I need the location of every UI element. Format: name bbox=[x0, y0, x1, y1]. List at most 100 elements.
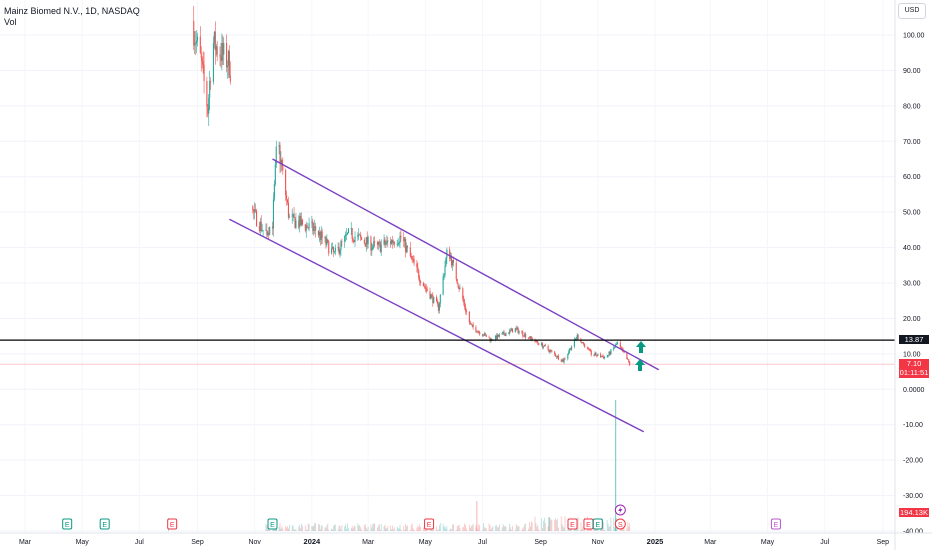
candle-body bbox=[481, 334, 484, 336]
candle-body bbox=[345, 234, 347, 236]
volume-bar bbox=[328, 529, 330, 531]
candle-body bbox=[531, 338, 533, 341]
candle-body bbox=[326, 239, 328, 245]
channel-lower-line[interactable] bbox=[229, 218, 645, 433]
candle-body bbox=[534, 340, 536, 342]
event-marker-earnings[interactable]: E bbox=[424, 518, 435, 530]
candle-body bbox=[570, 348, 572, 350]
candle-body bbox=[350, 228, 352, 230]
candle-body bbox=[228, 51, 230, 76]
volume-bar bbox=[450, 528, 452, 531]
candle-body bbox=[195, 42, 197, 44]
price-axis[interactable]: 100.00 90.00 80.00 70.00 60.00 50.00 40.00 30.0… bbox=[894, 0, 925, 550]
volume-bar bbox=[445, 528, 447, 531]
volume-bar bbox=[438, 525, 440, 531]
candle-body bbox=[431, 294, 433, 296]
trend-channel[interactable] bbox=[229, 158, 660, 433]
candle-body bbox=[515, 328, 517, 329]
volume-bar bbox=[607, 523, 609, 531]
event-letter: E bbox=[170, 522, 175, 529]
volume-bar bbox=[406, 526, 407, 531]
volume-bar bbox=[302, 525, 303, 531]
volume-bar bbox=[477, 529, 479, 531]
volume-bar bbox=[324, 526, 326, 531]
candle-body bbox=[338, 246, 340, 254]
candle-body bbox=[620, 346, 622, 349]
candle-body bbox=[252, 206, 254, 211]
volume-bar bbox=[537, 525, 539, 531]
volume-bar bbox=[410, 525, 412, 531]
candle-body bbox=[530, 336, 532, 339]
volume-bar bbox=[399, 524, 401, 531]
candle-body bbox=[196, 36, 199, 41]
volume-bar bbox=[557, 518, 558, 531]
volume-bar bbox=[279, 523, 281, 531]
candle-body bbox=[496, 334, 499, 339]
candle-body bbox=[403, 237, 405, 242]
candle-body bbox=[573, 339, 575, 347]
volume-bar bbox=[392, 525, 393, 531]
volume-bar bbox=[452, 524, 453, 531]
candle-body bbox=[626, 353, 628, 360]
channel-upper-line[interactable] bbox=[272, 158, 660, 371]
volume-bar bbox=[315, 523, 317, 531]
event-marker-dividend[interactable]: E bbox=[592, 518, 603, 530]
candle-body bbox=[483, 333, 485, 336]
volume-bar bbox=[483, 527, 485, 531]
volume-bar bbox=[332, 529, 333, 531]
event-marker-dividend[interactable]: E bbox=[99, 518, 110, 530]
candle-body bbox=[410, 255, 412, 257]
event-marker-earnings[interactable]: E bbox=[567, 518, 578, 530]
candle-body bbox=[463, 299, 465, 303]
candle-body bbox=[300, 216, 302, 226]
candle-body bbox=[590, 350, 592, 355]
event-marker-split[interactable]: S bbox=[614, 518, 626, 530]
candle-body bbox=[301, 219, 304, 225]
candle-body bbox=[411, 256, 413, 259]
candle-body bbox=[226, 65, 229, 68]
candle-body bbox=[306, 225, 308, 228]
candle-body bbox=[214, 31, 216, 51]
volume-bar bbox=[348, 528, 349, 531]
candle-body bbox=[365, 237, 367, 247]
volume-bar bbox=[496, 524, 497, 531]
event-marker-earnings[interactable]: E bbox=[167, 518, 178, 530]
y-tick-label: -40.00 bbox=[903, 529, 923, 536]
volume-bar bbox=[305, 529, 307, 531]
volume-bar bbox=[629, 522, 631, 531]
volume-bar bbox=[503, 526, 505, 531]
candle-body bbox=[358, 234, 360, 236]
volume-bar bbox=[413, 529, 415, 531]
event-marker-dividend[interactable]: E bbox=[62, 518, 73, 530]
volume-bar bbox=[476, 501, 478, 531]
candle-body bbox=[619, 342, 621, 347]
candle-body bbox=[385, 243, 387, 245]
volume-bar bbox=[319, 529, 321, 531]
candle-body bbox=[308, 223, 310, 229]
volume-bar bbox=[511, 529, 512, 531]
volume-bar bbox=[436, 526, 437, 531]
candle-body bbox=[511, 328, 514, 333]
y-tick-label: -30.00 bbox=[903, 493, 923, 500]
event-marker-dividend[interactable]: E bbox=[267, 518, 278, 530]
event-marker-earnings[interactable]: E bbox=[583, 518, 594, 530]
candle-body bbox=[451, 256, 453, 266]
candle-body bbox=[210, 80, 212, 82]
x-tick-label: Mar bbox=[362, 539, 375, 546]
candle-body bbox=[206, 80, 208, 107]
candle-body bbox=[209, 80, 211, 98]
time-axis[interactable]: Mar May Jul Sep Nov 2024 Mar May Jul Sep Nov 2025 Ma… bbox=[0, 532, 932, 546]
volume-bar bbox=[551, 520, 553, 531]
volume-bar bbox=[515, 524, 517, 531]
y-tick-label: -10.00 bbox=[903, 422, 923, 429]
currency-button[interactable]: USD bbox=[898, 3, 926, 19]
candle-body bbox=[562, 359, 564, 363]
volume-bar bbox=[353, 525, 355, 531]
volume-bar bbox=[357, 523, 359, 531]
volume-bar bbox=[437, 529, 438, 531]
event-marker-earnings-future[interactable]: E bbox=[770, 518, 781, 530]
volume-bar bbox=[266, 525, 268, 531]
candle-body bbox=[260, 221, 262, 231]
